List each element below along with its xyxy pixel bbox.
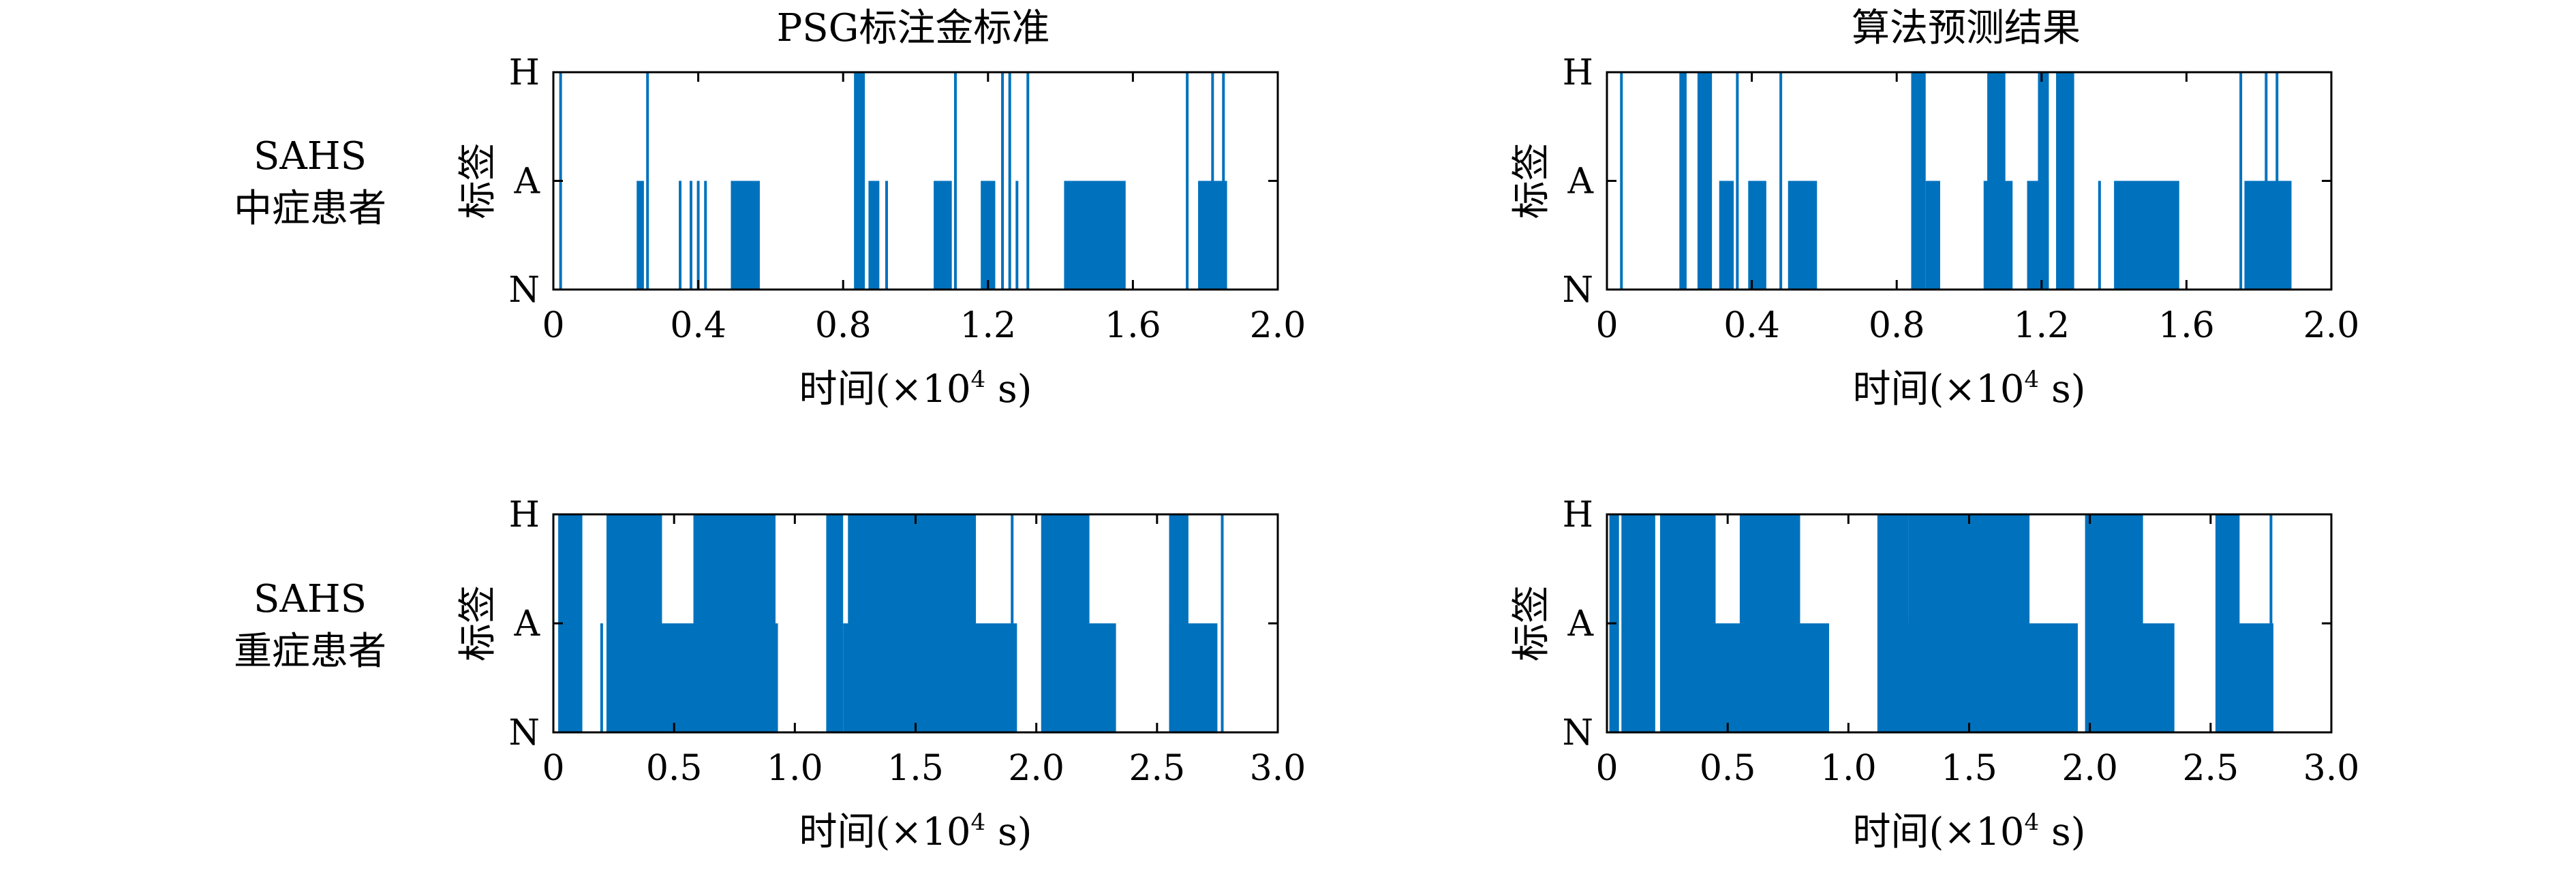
event-bar xyxy=(2102,623,2175,732)
x-tick-label: 2.0 xyxy=(2303,305,2360,346)
y-level-label: N xyxy=(509,713,540,753)
y-level-label: N xyxy=(509,270,540,311)
y-axis-label: 标签 xyxy=(1509,143,1554,219)
x-tick-label: 1.5 xyxy=(1941,748,1997,789)
axes-frame xyxy=(1606,71,2333,291)
y-level-label: A xyxy=(513,604,540,644)
event-bar xyxy=(1751,623,1829,732)
x-tick-label: 1.0 xyxy=(1820,748,1877,789)
event-bar xyxy=(1674,623,1752,732)
y-level-label: N xyxy=(1563,713,1594,753)
event-bar xyxy=(637,181,644,290)
y-axis-label: 标签 xyxy=(456,143,500,219)
x-tick-label: 2.0 xyxy=(1250,305,1306,346)
x-tick-label: 0.4 xyxy=(1723,305,1780,346)
y-level-label: A xyxy=(1567,161,1594,202)
event-bar xyxy=(606,623,699,732)
event-bar xyxy=(1957,623,2078,732)
event-bar xyxy=(2056,72,2074,290)
x-tick-label: 3.0 xyxy=(1250,748,1306,789)
x-tick-label: 2.0 xyxy=(2061,748,2118,789)
x-tick-label: 2.5 xyxy=(1129,748,1185,789)
x-tick-label: 0.4 xyxy=(670,305,726,346)
row-label-moderate-line2: 中症患者 xyxy=(234,187,386,231)
x-tick-label: 0 xyxy=(542,748,564,789)
event-bar xyxy=(903,623,1017,732)
event-bar xyxy=(1621,514,1655,732)
event-bar xyxy=(854,72,865,290)
event-bar xyxy=(1064,181,1126,290)
x-tick-label: 0.5 xyxy=(646,748,703,789)
x-tick-label: 0.8 xyxy=(1869,305,1925,346)
y-axis-label: 标签 xyxy=(456,585,500,662)
x-tick-label: 1.6 xyxy=(1105,305,1161,346)
event-bar xyxy=(1911,72,1926,290)
event-bar xyxy=(701,623,778,732)
event-bar xyxy=(1748,181,1766,290)
y-level-label: A xyxy=(1567,604,1594,644)
event-bar xyxy=(868,181,880,290)
event-bar xyxy=(1925,181,1940,290)
x-tick-label: 0 xyxy=(542,305,564,346)
x-tick-label: 1.6 xyxy=(2158,305,2215,346)
y-level-label: N xyxy=(1563,270,1594,311)
event-bar xyxy=(2244,181,2292,290)
event-bar xyxy=(1053,623,1116,732)
x-tick-label: 1.0 xyxy=(767,748,823,789)
x-tick-label: 2.5 xyxy=(2182,748,2239,789)
y-level-label: H xyxy=(1563,495,1593,535)
x-tick-label: 0 xyxy=(1595,305,1618,346)
event-bar xyxy=(1169,623,1218,732)
x-tick-label: 0.5 xyxy=(1700,748,1756,789)
x-axis-label: 时间(×104 s) xyxy=(1852,809,2085,854)
event-bar xyxy=(826,514,844,732)
x-axis-label: 时间(×104 s) xyxy=(1852,366,2085,411)
event-bar xyxy=(1719,181,1734,290)
x-tick-label: 1.2 xyxy=(2013,305,2070,346)
y-level-label: H xyxy=(1563,52,1593,93)
x-tick-label: 1.5 xyxy=(887,748,944,789)
event-bar xyxy=(2114,181,2179,290)
event-bar xyxy=(1788,181,1818,290)
y-level-label: H xyxy=(509,52,540,93)
column-title-algorithm: 算法预测结果 xyxy=(1852,6,2081,50)
row-label-severe-line2: 重症患者 xyxy=(234,629,386,674)
x-axis-label: 时间(×104 s) xyxy=(799,366,1032,411)
x-axis-label: 时间(×104 s) xyxy=(799,809,1032,854)
event-bar xyxy=(1697,72,1713,290)
event-bar xyxy=(981,181,996,290)
y-axis-label: 标签 xyxy=(1509,585,1554,662)
y-level-label: H xyxy=(509,495,540,535)
event-bar xyxy=(731,181,760,290)
x-tick-label: 0.8 xyxy=(815,305,872,346)
axes-frame xyxy=(552,71,1279,291)
row-label-moderate-line1: SAHS xyxy=(254,134,367,178)
column-title-psg: PSG标注金标准 xyxy=(777,6,1050,50)
event-bar xyxy=(1679,72,1687,290)
row-label-severe-line1: SAHS xyxy=(254,577,367,621)
x-tick-label: 3.0 xyxy=(2303,748,2360,789)
event-bar xyxy=(934,181,952,290)
x-tick-label: 1.2 xyxy=(960,305,1016,346)
event-bar xyxy=(1987,72,2006,290)
event-bar xyxy=(2222,623,2273,732)
y-level-label: A xyxy=(513,161,540,202)
event-bar xyxy=(2038,72,2049,290)
x-tick-label: 0 xyxy=(1595,748,1618,789)
x-tick-label: 2.0 xyxy=(1008,748,1064,789)
